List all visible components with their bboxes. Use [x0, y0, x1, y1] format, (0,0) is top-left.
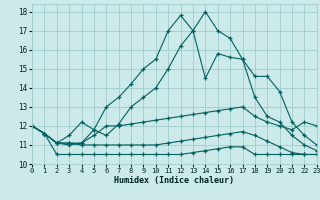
X-axis label: Humidex (Indice chaleur): Humidex (Indice chaleur): [115, 176, 234, 185]
